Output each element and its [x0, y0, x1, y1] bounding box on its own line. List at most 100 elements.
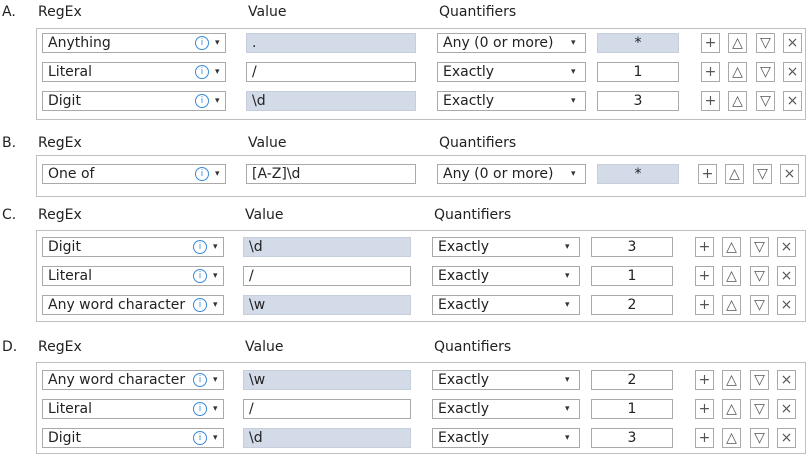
down-row-button[interactable]: ▽: [756, 91, 775, 111]
value-input[interactable]: \d: [246, 91, 416, 111]
remove-row-button[interactable]: ×: [777, 266, 796, 286]
regex-type-select[interactable]: Anything i ▾: [42, 33, 226, 53]
quantifier-select[interactable]: Exactly ▾: [432, 237, 580, 257]
count-input[interactable]: 1: [597, 62, 679, 82]
info-icon[interactable]: i: [195, 94, 209, 108]
remove-row-button[interactable]: ×: [777, 428, 796, 448]
quantifier-select[interactable]: Exactly ▾: [437, 62, 586, 82]
up-row-button[interactable]: △: [728, 33, 747, 53]
down-row-button[interactable]: ▽: [750, 237, 769, 257]
down-row-button[interactable]: ▽: [750, 399, 769, 419]
remove-row-button[interactable]: ×: [783, 62, 802, 82]
count-input[interactable]: 2: [591, 370, 673, 390]
add-row-button[interactable]: +: [695, 428, 714, 448]
regex-type-select[interactable]: Literal i ▾: [42, 62, 226, 82]
up-row-button[interactable]: △: [722, 370, 741, 390]
value-input[interactable]: \d: [243, 428, 411, 448]
quantifier-select[interactable]: Exactly ▾: [432, 295, 580, 315]
add-row-button[interactable]: +: [695, 266, 714, 286]
quantifier-label: Exactly: [438, 401, 490, 417]
quantifier-select[interactable]: Exactly ▾: [437, 91, 586, 111]
down-row-button[interactable]: ▽: [750, 266, 769, 286]
option-letter: A.: [2, 4, 16, 20]
add-row-button[interactable]: +: [695, 237, 714, 257]
down-row-button[interactable]: ▽: [756, 33, 775, 53]
up-row-button[interactable]: △: [722, 428, 741, 448]
regex-type-select[interactable]: One of i ▾: [42, 164, 226, 184]
add-row-button[interactable]: +: [701, 91, 720, 111]
up-row-button[interactable]: △: [728, 62, 747, 82]
info-icon[interactable]: i: [195, 36, 209, 50]
info-icon[interactable]: i: [193, 298, 207, 312]
info-icon[interactable]: i: [195, 167, 209, 181]
remove-row-button[interactable]: ×: [777, 399, 796, 419]
count-input[interactable]: 3: [597, 91, 679, 111]
count-input[interactable]: *: [597, 33, 679, 53]
quantifier-select[interactable]: Exactly ▾: [432, 266, 580, 286]
add-row-button[interactable]: +: [695, 370, 714, 390]
value-input[interactable]: \w: [243, 295, 411, 315]
chevron-down-icon: ▾: [215, 96, 220, 106]
value-input[interactable]: [A-Z]\d: [246, 164, 416, 184]
down-row-button[interactable]: ▽: [753, 164, 772, 184]
up-row-button[interactable]: △: [722, 237, 741, 257]
x-icon: ×: [780, 297, 793, 313]
regex-type-select[interactable]: Digit i ▾: [42, 237, 224, 257]
count-input[interactable]: 1: [591, 399, 673, 419]
add-row-button[interactable]: +: [695, 295, 714, 315]
count-input[interactable]: 1: [591, 266, 673, 286]
quantifier-select[interactable]: Exactly ▾: [432, 370, 580, 390]
up-row-button[interactable]: △: [722, 266, 741, 286]
remove-row-button[interactable]: ×: [777, 237, 796, 257]
add-row-button[interactable]: +: [701, 33, 720, 53]
regex-type-select[interactable]: Literal i ▾: [42, 399, 224, 419]
quantifier-select[interactable]: Exactly ▾: [432, 399, 580, 419]
add-row-button[interactable]: +: [698, 164, 717, 184]
value-input[interactable]: \d: [243, 237, 411, 257]
add-row-button[interactable]: +: [695, 399, 714, 419]
add-row-button[interactable]: +: [701, 62, 720, 82]
chevron-down-icon: ▾: [565, 300, 570, 310]
remove-row-button[interactable]: ×: [777, 370, 796, 390]
regex-type-select[interactable]: Any word character i ▾: [42, 370, 224, 390]
regex-type-select[interactable]: Digit i ▾: [42, 91, 226, 111]
option-letter: B.: [2, 135, 17, 151]
up-row-button[interactable]: △: [725, 164, 744, 184]
up-row-button[interactable]: △: [728, 91, 747, 111]
info-icon[interactable]: i: [195, 65, 209, 79]
remove-row-button[interactable]: ×: [783, 33, 802, 53]
quantifier-select[interactable]: Exactly ▾: [432, 428, 580, 448]
regex-type-select[interactable]: Literal i ▾: [42, 266, 224, 286]
value-input[interactable]: /: [243, 399, 411, 419]
info-icon[interactable]: i: [193, 373, 207, 387]
down-row-button[interactable]: ▽: [750, 295, 769, 315]
x-icon: ×: [786, 64, 799, 80]
triangle-down-icon: ▽: [754, 239, 765, 255]
quantifier-label: Exactly: [438, 297, 490, 313]
info-icon[interactable]: i: [193, 402, 207, 416]
count-input[interactable]: *: [597, 164, 679, 184]
remove-row-button[interactable]: ×: [777, 295, 796, 315]
regex-type-select[interactable]: Any word character i ▾: [42, 295, 224, 315]
count-input[interactable]: 3: [591, 237, 673, 257]
count-input[interactable]: 2: [591, 295, 673, 315]
value-input[interactable]: /: [243, 266, 411, 286]
value-input[interactable]: /: [246, 62, 416, 82]
quantifier-select[interactable]: Any (0 or more) ▾: [437, 33, 586, 53]
remove-row-button[interactable]: ×: [783, 91, 802, 111]
down-row-button[interactable]: ▽: [756, 62, 775, 82]
quantifier-select[interactable]: Any (0 or more) ▾: [437, 164, 586, 184]
remove-row-button[interactable]: ×: [780, 164, 799, 184]
info-icon[interactable]: i: [193, 269, 207, 283]
value-input[interactable]: \w: [243, 370, 411, 390]
regex-type-select[interactable]: Digit i ▾: [42, 428, 224, 448]
info-icon[interactable]: i: [193, 240, 207, 254]
down-row-button[interactable]: ▽: [750, 370, 769, 390]
info-icon[interactable]: i: [193, 431, 207, 445]
count-input[interactable]: 3: [591, 428, 673, 448]
down-row-button[interactable]: ▽: [750, 428, 769, 448]
up-row-button[interactable]: △: [722, 295, 741, 315]
value-input[interactable]: .: [246, 33, 416, 53]
up-row-button[interactable]: △: [722, 399, 741, 419]
regex-type-label: Literal: [48, 401, 93, 417]
